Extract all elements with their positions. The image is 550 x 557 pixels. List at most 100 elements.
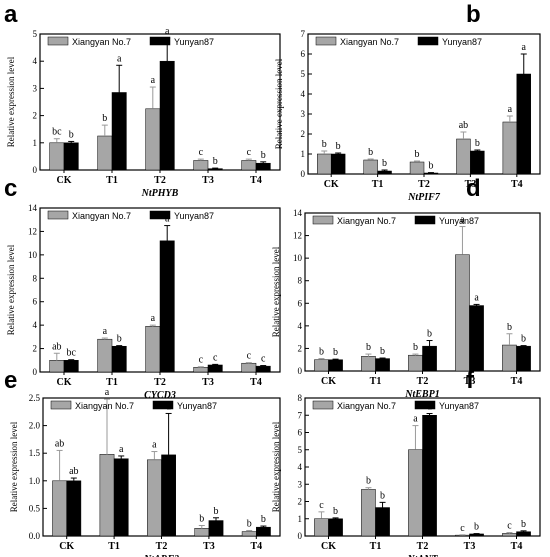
significance-label: a (151, 75, 156, 86)
significance-label: a (105, 387, 110, 398)
gene-label: NtPHYB (141, 188, 179, 199)
bar-xiangyan (502, 533, 517, 537)
y-axis-label: Relative expression level (271, 246, 281, 337)
y-tick-label: 2 (298, 497, 303, 507)
y-tick-label: 5 (298, 445, 303, 455)
bar-xiangyan (49, 360, 65, 373)
y-axis-label: Relative expression level (9, 421, 19, 512)
y-tick-label: 4 (33, 56, 38, 66)
bar-xiangyan (194, 528, 210, 537)
bar-xiangyan (145, 108, 161, 171)
gene-label: NtANT (407, 554, 439, 557)
legend-label-xiangyan: Xiangyan No.7 (337, 216, 396, 226)
x-tick-label: T4 (511, 376, 523, 387)
y-tick-label: 0.5 (29, 503, 41, 513)
bar-yunyan (113, 458, 129, 537)
panel-letter: a (4, 1, 18, 28)
significance-label: b (261, 150, 266, 161)
y-tick-label: 4 (298, 462, 303, 472)
bar-xiangyan (456, 138, 471, 175)
chart-panel-e: e 0.0 0.5 1.0 1.5 2.0 2.5 Relative expression l… (4, 367, 281, 557)
y-tick-label: 8 (298, 393, 303, 403)
x-tick-label: T3 (465, 179, 477, 190)
legend-label-xiangyan: Xiangyan No.7 (340, 37, 399, 47)
bar-xiangyan (97, 135, 113, 171)
bar-yunyan (159, 240, 175, 373)
bar-yunyan (516, 531, 531, 537)
significance-label: c (199, 147, 204, 158)
y-tick-label: 5 (301, 69, 306, 79)
bar-yunyan (516, 73, 531, 175)
y-tick-label: 10 (293, 253, 303, 263)
y-tick-label: 0.0 (29, 531, 41, 541)
bar-xiangyan (455, 254, 470, 372)
bar-xiangyan (147, 459, 162, 537)
y-tick-label: 8 (33, 273, 38, 283)
bar-yunyan (256, 526, 271, 537)
y-tick-label: 2 (33, 111, 38, 121)
y-axis-label: Relative expression level (271, 421, 281, 512)
x-tick-label: T4 (250, 175, 262, 186)
y-tick-label: 0 (33, 367, 38, 377)
significance-label: b (336, 141, 341, 152)
significance-label: b (247, 518, 252, 529)
x-tick-label: T4 (250, 541, 262, 552)
significance-label: b (366, 342, 371, 353)
gene-label: NtEBP1 (404, 389, 439, 400)
significance-label: a (474, 292, 479, 303)
y-tick-label: 1.5 (29, 448, 41, 458)
significance-label: a (152, 440, 157, 451)
bar-xiangyan (408, 449, 423, 537)
legend-swatch-yunyan (414, 400, 436, 410)
y-tick-label: 4 (301, 89, 306, 99)
bar-yunyan (208, 520, 224, 537)
y-tick-label: 1 (301, 149, 306, 159)
y-tick-label: 2 (298, 343, 303, 353)
y-tick-label: 6 (301, 49, 306, 59)
significance-label: b (368, 147, 373, 158)
y-axis-label: Relative expression level (274, 58, 284, 149)
significance-label: b (413, 342, 418, 353)
legend-swatch-xiangyan (47, 36, 69, 46)
significance-label: a (151, 313, 156, 324)
significance-label: b (366, 476, 371, 487)
bar-yunyan (255, 365, 271, 373)
legend-swatch-xiangyan (315, 36, 337, 46)
y-tick-label: 6 (298, 428, 303, 438)
significance-label: b (474, 522, 479, 533)
bar-yunyan (159, 60, 175, 171)
x-tick-label: T3 (202, 175, 214, 186)
x-tick-label: CK (57, 377, 72, 388)
bar-yunyan (377, 170, 392, 175)
legend-label-yunyan: Yunyan87 (174, 211, 214, 221)
bar-xiangyan (241, 362, 257, 373)
significance-label: a (117, 53, 122, 64)
significance-label: a (103, 326, 108, 337)
significance-label: b (427, 329, 432, 340)
significance-label: c (507, 521, 512, 532)
bar-xiangyan (502, 121, 518, 175)
y-tick-label: 6 (33, 297, 38, 307)
y-tick-label: 2 (33, 344, 38, 354)
bar-yunyan (63, 360, 79, 373)
significance-label: b (507, 322, 512, 333)
significance-label: b (380, 490, 385, 501)
bar-xiangyan (193, 367, 209, 373)
bar-yunyan (111, 92, 127, 171)
legend-swatch-xiangyan (312, 215, 334, 225)
significance-label: b (199, 514, 204, 525)
significance-label: c (247, 147, 252, 158)
legend-label-yunyan: Yunyan87 (174, 37, 214, 47)
x-tick-label: T2 (154, 377, 166, 388)
x-tick-label: T2 (418, 179, 430, 190)
x-tick-label: T1 (372, 179, 384, 190)
significance-label: b (69, 129, 74, 140)
bar-xiangyan (314, 518, 329, 537)
legend-swatch-yunyan (152, 400, 174, 410)
bar-xiangyan (361, 489, 376, 537)
significance-label: b (261, 514, 266, 525)
bar-yunyan (207, 168, 223, 171)
significance-label: b (322, 139, 327, 150)
